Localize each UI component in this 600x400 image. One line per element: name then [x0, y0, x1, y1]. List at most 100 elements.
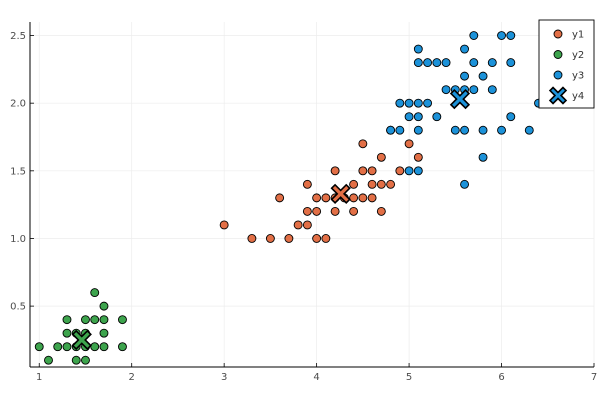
centroid-marker — [330, 183, 351, 204]
y-tick-label: 1.0 — [10, 234, 26, 245]
data-point — [367, 179, 377, 189]
data-point — [413, 44, 423, 54]
data-point — [99, 328, 109, 338]
data-point — [71, 355, 81, 365]
data-point — [81, 355, 90, 365]
y-tick-label: 1.5 — [10, 166, 26, 177]
legend-label: y4 — [572, 91, 584, 102]
centroid-marker — [449, 88, 471, 110]
data-point — [413, 125, 423, 135]
data-point — [376, 152, 386, 162]
data-point — [404, 139, 414, 149]
grid — [30, 22, 595, 367]
data-point — [460, 125, 470, 135]
data-point — [219, 220, 229, 230]
data-point — [265, 234, 275, 243]
data-point — [413, 58, 423, 68]
data-point — [284, 234, 294, 243]
data-point — [358, 193, 368, 203]
data-point — [497, 31, 506, 40]
data-point — [413, 152, 423, 162]
data-point — [413, 112, 423, 122]
data-point — [469, 85, 479, 95]
data-point — [118, 342, 127, 352]
data-point — [487, 85, 497, 95]
data-point — [34, 342, 44, 352]
data-point — [524, 125, 534, 135]
data-point — [460, 179, 470, 189]
data-point — [99, 315, 109, 325]
data-point — [302, 179, 312, 189]
series-y3 — [386, 31, 543, 189]
data-point — [367, 166, 377, 176]
data-point — [478, 71, 488, 81]
axes — [29, 22, 594, 368]
data-point — [99, 301, 109, 311]
data-point — [423, 58, 433, 68]
y-tick-label: 2.5 — [10, 31, 26, 42]
centroid-marker — [71, 329, 92, 351]
data-point — [90, 288, 100, 298]
legend-marker — [553, 29, 563, 39]
x-tick-label: 2 — [129, 372, 135, 383]
data-point — [497, 125, 506, 135]
x-tick-label: 4 — [313, 372, 319, 383]
data-point — [460, 71, 470, 81]
data-point — [53, 342, 63, 352]
data-point — [349, 179, 359, 189]
data-point — [413, 98, 423, 108]
data-point — [90, 315, 100, 325]
data-point — [478, 152, 488, 162]
data-point — [330, 166, 340, 176]
data-point — [506, 112, 516, 122]
data-point — [469, 58, 479, 68]
data-point — [90, 342, 100, 352]
data-point — [506, 58, 516, 68]
data-point — [469, 31, 479, 40]
data-point — [321, 193, 331, 203]
data-point — [460, 44, 470, 54]
data-point — [404, 166, 414, 176]
data-point — [395, 125, 405, 135]
data-point — [62, 315, 72, 325]
legend-label: y2 — [572, 50, 584, 61]
data-point — [349, 193, 359, 203]
data-point — [395, 166, 405, 176]
data-point — [386, 179, 396, 189]
legend-marker — [553, 50, 563, 59]
data-point — [302, 206, 312, 216]
data-point — [99, 342, 109, 352]
data-point — [358, 166, 368, 176]
legend: y1 y2 y3 y4 — [538, 19, 595, 109]
data-point — [506, 31, 516, 40]
data-point — [312, 206, 322, 216]
series-y2 — [34, 288, 127, 365]
legend-marker — [553, 70, 563, 80]
data-point — [404, 98, 414, 108]
data-point — [432, 58, 442, 68]
data-point — [395, 98, 405, 108]
data-point — [376, 206, 386, 216]
plot-points — [34, 31, 543, 365]
x-tick-label: 5 — [406, 372, 412, 383]
data-point — [312, 234, 322, 243]
data-point — [62, 328, 72, 338]
data-point — [450, 125, 460, 135]
data-point — [302, 220, 312, 230]
data-point — [487, 58, 497, 68]
x-tick-label: 1 — [36, 372, 42, 383]
data-point — [413, 166, 423, 176]
data-point — [441, 85, 451, 95]
series-y1 — [219, 125, 423, 243]
data-point — [349, 206, 359, 216]
legend-box — [538, 19, 595, 109]
data-point — [423, 98, 433, 108]
data-point — [478, 125, 488, 135]
data-point — [432, 112, 442, 122]
data-point — [358, 139, 368, 149]
data-point — [330, 206, 340, 216]
legend-label: y3 — [572, 71, 584, 82]
data-point — [386, 125, 396, 135]
data-point — [247, 234, 257, 243]
